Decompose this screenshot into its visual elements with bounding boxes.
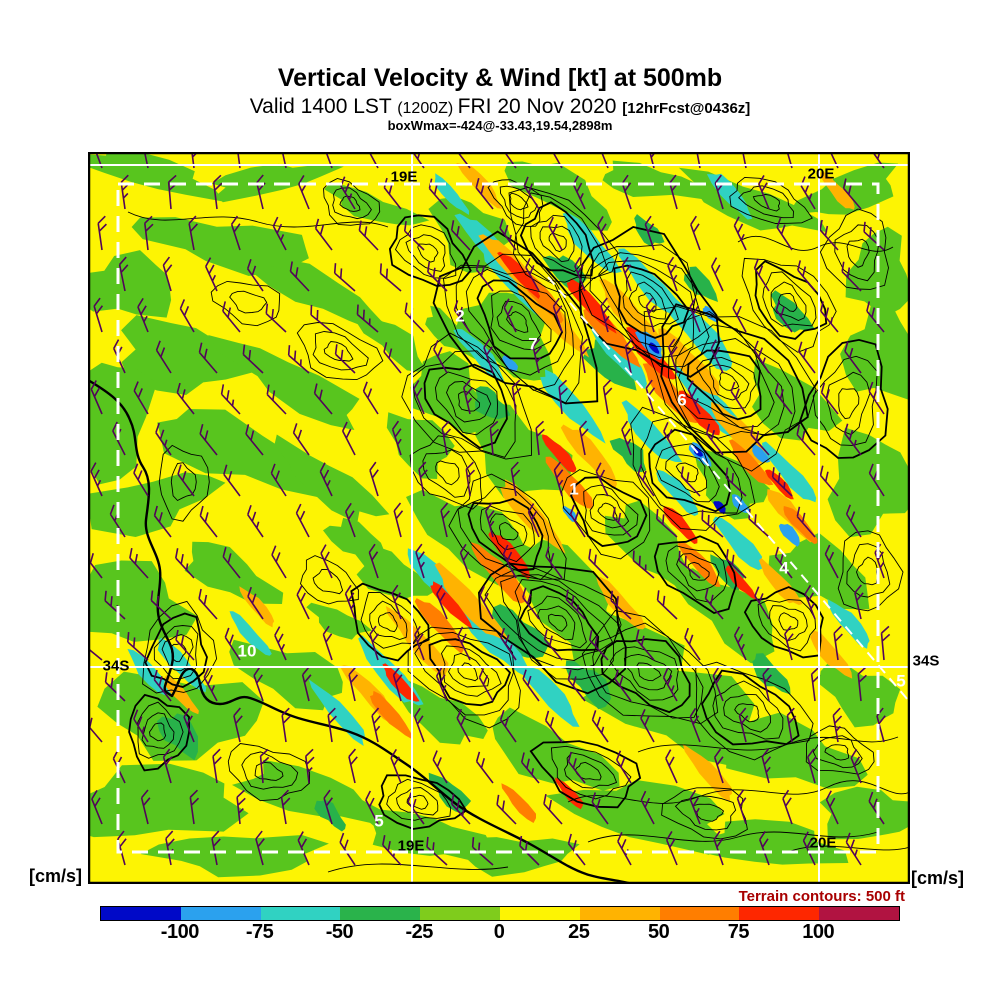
valid-time: Valid 1400 LST — [249, 95, 398, 118]
colorbar-tick: -50 — [325, 921, 354, 943]
valid-zulu: (1200Z) — [397, 100, 458, 117]
colorbar-tick-labels: -100 -75 -50 -25 0 25 50 75 100 — [100, 921, 898, 947]
colorbar-segment — [260, 907, 341, 920]
forecast-tag: [12hrFcst@0436z] — [622, 100, 751, 117]
colorbar-segment — [499, 907, 580, 920]
colorbar — [100, 906, 900, 921]
colorbar-segment — [340, 907, 421, 920]
weather-map — [87, 151, 911, 885]
colorbar-segment — [101, 907, 181, 920]
graticule-label: 34S — [912, 652, 940, 670]
colorbar-tick: -25 — [405, 921, 433, 943]
colorbar-segment — [579, 907, 660, 920]
units-label-left: [cm/s] — [29, 866, 83, 886]
wmax-annotation: boxWmax=-424@-33.43,19.54,2898m — [387, 118, 613, 133]
colorbar-tick: -100 — [160, 921, 200, 943]
valid-time-line: Valid 1400 LST (1200Z) FRI 20 Nov 2020 [… — [0, 95, 1000, 119]
colorbar-segment — [659, 907, 740, 920]
colorbar-segment — [819, 907, 899, 920]
vertical-velocity-field — [87, 151, 911, 885]
colorbar-segment — [420, 907, 500, 920]
colorbar-tick: 0 — [493, 921, 505, 943]
colorbar-tick: -75 — [245, 921, 274, 943]
colorbar-tick: 75 — [727, 921, 750, 943]
colorbar-tick: 100 — [802, 921, 835, 943]
colorbar-segment — [739, 907, 820, 920]
units-label-right: [cm/s] — [911, 868, 965, 888]
colorbar-tick: 25 — [568, 921, 590, 943]
valid-date: FRI 20 Nov 2020 — [457, 95, 623, 118]
page-title: Vertical Velocity & Wind [kt] at 500mb — [277, 64, 723, 92]
colorbar-tick: 50 — [647, 921, 670, 943]
terrain-contours-note: Terrain contours: 500 ft — [738, 888, 905, 905]
colorbar-segment — [180, 907, 261, 920]
